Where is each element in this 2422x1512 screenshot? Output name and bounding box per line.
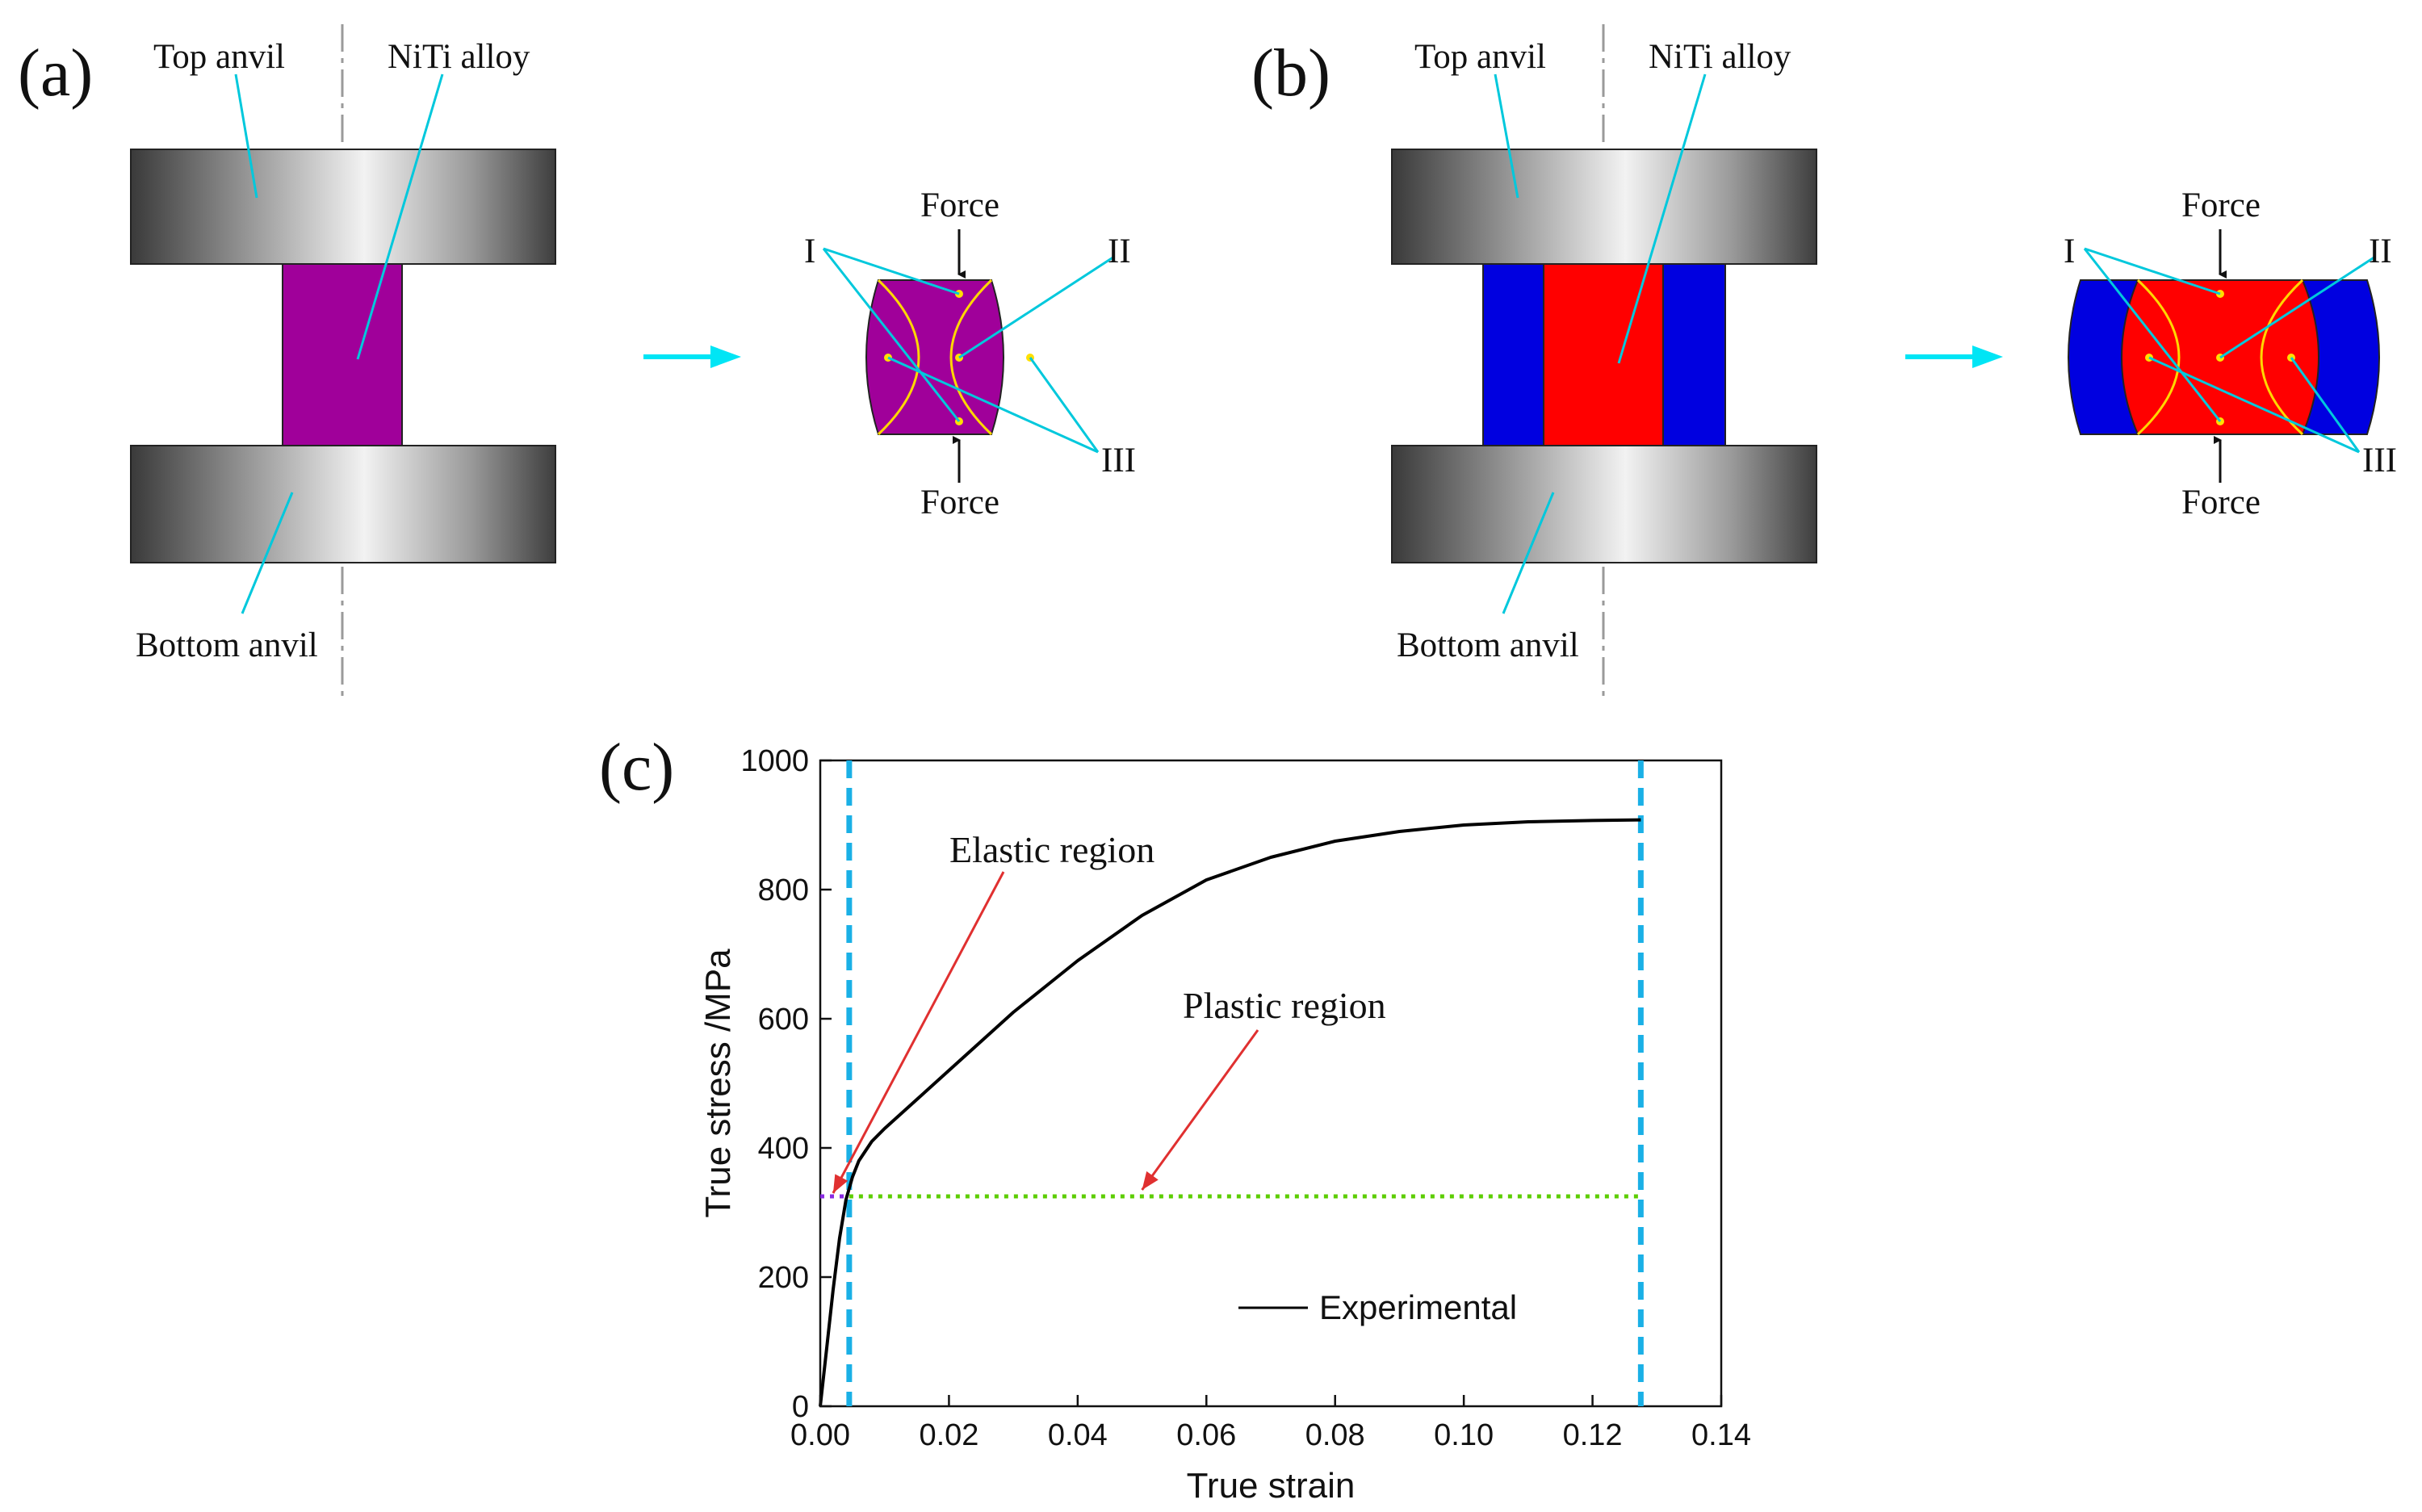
zone-1-leader-bottom [822,248,961,422]
annotation-arrow [832,871,1005,1194]
bottom-anvil [1391,445,1817,563]
niti-alloy-label: NiTi alloy [1649,38,1791,76]
bottom-anvil [130,445,556,563]
bottom-anvil-label: Bottom anvil [1397,626,1579,664]
deformation-zone-curves [2136,279,2304,436]
annotation-arrowhead-icon [1142,1171,1159,1190]
series-line-experimental [819,818,1641,1407]
x-tick-label: 0.10 [1434,1418,1494,1452]
niti-specimen [1543,263,1664,446]
niti-alloy-leader [1617,73,1707,364]
zone-1-leader-top [823,247,960,295]
panel-a: (a) Top anvil NiTi alloy Bottom anvil [18,24,1136,701]
panel-c-chart: (c) 0.00 0.02 0.04 0.06 0.08 0.10 0.12 0.14 0 200… [599,730,1751,1506]
y-axis-title: True stress /MPa [698,949,738,1218]
force-bottom-label: Force [920,484,999,521]
y-tick-label: 600 [758,1003,809,1037]
bottom-anvil-leader [1502,492,1555,614]
top-anvil-leader [1494,73,1519,199]
x-axis-title: True strain [1187,1466,1356,1506]
zone-3-label: III [2362,442,2397,480]
top-anvil [130,149,556,265]
niti-alloy-label: NiTi alloy [388,38,530,76]
zone-1-label: I [2064,232,2075,270]
annotation-label: Plastic region [1183,985,1386,1026]
flow-arrow-icon [1972,346,2003,368]
x-tick-label: 0.14 [1691,1418,1751,1452]
annotation-arrowhead-icon [832,1174,849,1193]
niti-specimen [282,263,403,446]
series-layer [819,818,1641,1407]
zone-2-leader [958,255,1115,359]
legend: Experimental [1238,1288,1517,1326]
panel-b-label: (b) [1251,36,1330,111]
zone-1-leader-top [2084,247,2221,295]
x-tick-label: 0.12 [1563,1418,1623,1452]
top-anvil-leader [234,73,258,199]
bottom-anvil-label: Bottom anvil [136,626,318,664]
zone-2-label: II [1108,232,1131,270]
panel-b: (b) Top anvil NiTi alloy Bottom anvil [1251,24,2397,701]
y-tick-label: 0 [792,1390,809,1424]
reference-lines [820,760,1644,1406]
top-anvil [1391,149,1817,265]
x-tick-label: 0.04 [1048,1418,1108,1452]
zone-3-label: III [1101,442,1136,480]
x-tick-label: 0.08 [1305,1418,1365,1452]
zone-1-label: I [804,232,815,270]
zone-3-leader-left [2148,356,2360,454]
zone-2-leader [2219,255,2376,359]
top-anvil-label: Top anvil [153,38,285,76]
y-tick-label: 400 [758,1132,809,1166]
zone-3-leader-right [2290,357,2361,453]
x-tick-label: 0.06 [1176,1418,1236,1452]
force-top-label: Force [920,186,999,224]
zone-1-leader-bottom [2083,248,2222,422]
x-tick-label: 0.00 [790,1418,850,1452]
force-top-label: Force [2181,186,2261,224]
y-tick-label: 1000 [740,744,809,778]
top-anvil-label: Top anvil [1414,38,1546,76]
legend-label: Experimental [1319,1288,1517,1326]
annotations: Elastic region Plastic region [832,829,1386,1194]
bottom-anvil-leader [241,492,294,614]
zone-2-label: II [2369,232,2392,270]
zone-3-leader-left [887,356,1099,454]
niti-alloy-leader [356,73,444,360]
annotation-arrow [1141,1029,1259,1191]
deformation-zone-curves [877,279,993,436]
zone-3-leader-right [1029,357,1100,453]
axis-ticks: 0.00 0.02 0.04 0.06 0.08 0.10 0.12 0.14 0 200 400 6… [740,744,1751,1452]
flow-arrow-icon [710,346,741,368]
x-tick-label: 0.02 [919,1418,978,1452]
plot-frame [819,759,1723,1408]
panel-a-label: (a) [18,36,93,111]
force-bottom-label: Force [2181,484,2261,521]
panel-c-label: (c) [599,730,674,805]
y-tick-label: 800 [758,873,809,907]
annotation-label: Elastic region [949,829,1154,870]
y-tick-label: 200 [758,1261,809,1295]
